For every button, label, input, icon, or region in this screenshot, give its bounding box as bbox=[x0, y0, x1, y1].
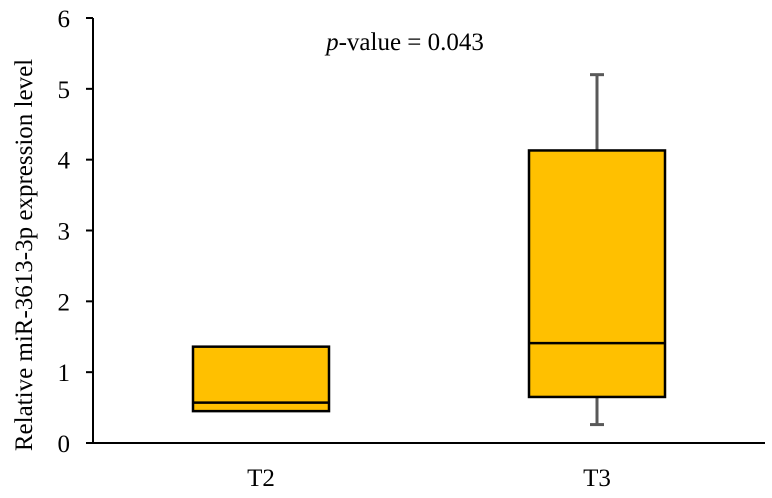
plot-area bbox=[191, 73, 667, 427]
p-value-italic-p: p bbox=[324, 29, 339, 56]
y-tick-label-6: 6 bbox=[58, 6, 71, 33]
y-axis: 0 1 2 3 4 5 6 bbox=[58, 6, 94, 458]
y-tick-label-5: 5 bbox=[58, 77, 71, 104]
x-category-label-t3: T3 bbox=[583, 465, 611, 492]
y-axis-title: Relative miR-3613-3p expression level bbox=[11, 59, 38, 451]
y-tick-label-4: 4 bbox=[58, 148, 71, 175]
y-tick-label-0: 0 bbox=[58, 431, 71, 458]
x-axis: T2 T3 bbox=[93, 442, 765, 492]
p-value-annotation: p-value = 0.043 bbox=[324, 29, 484, 56]
box-t3 bbox=[527, 73, 667, 427]
y-tick-label-1: 1 bbox=[58, 360, 71, 387]
p-value-text: -value = 0.043 bbox=[339, 29, 484, 56]
box-t2-iqr bbox=[191, 345, 331, 413]
y-tick-label-2: 2 bbox=[58, 289, 71, 316]
x-category-label-t2: T2 bbox=[247, 465, 275, 492]
box-t3-iqr bbox=[527, 149, 667, 399]
box-t2 bbox=[191, 345, 331, 413]
y-tick-label-3: 3 bbox=[58, 219, 71, 246]
